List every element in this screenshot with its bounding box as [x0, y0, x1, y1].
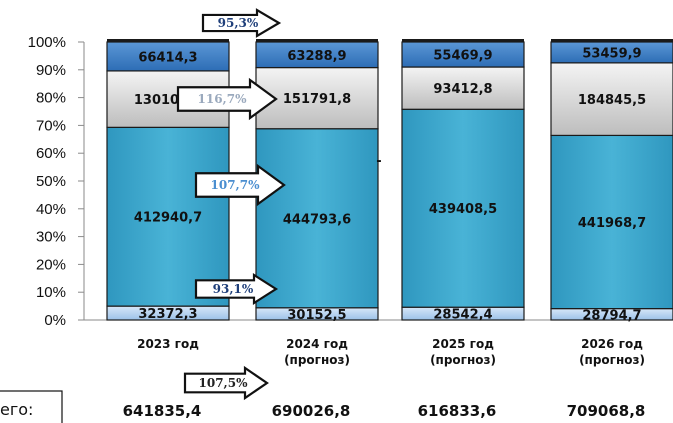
y-tick-label: 0% [44, 312, 66, 329]
total-value: 641835,4 [123, 402, 202, 420]
data-label: 66414,3 [138, 50, 197, 65]
y-tick-label: 10% [36, 284, 66, 301]
y-tick-label: 80% [36, 90, 66, 107]
data-label: 55469,9 [433, 49, 492, 64]
category-label: 2026 год [581, 337, 643, 351]
bar-segment [106, 126, 230, 307]
stacked-bars [106, 39, 673, 321]
bar-top-edge [256, 39, 378, 42]
growth-percent: 107,5% [199, 376, 249, 390]
bar-segment [255, 41, 379, 69]
growth-arrow-icon [176, 77, 278, 121]
data-label: 412940,7 [134, 211, 202, 226]
y-tick-label: 30% [36, 229, 66, 246]
total-value: 616833,6 [418, 402, 497, 420]
data-labels: 32372,3412940,7130108,166414,330152,5444… [134, 46, 646, 323]
stray-mark: - [376, 154, 381, 169]
total-value: 709068,8 [567, 402, 646, 420]
y-tick-label: 60% [36, 145, 66, 162]
y-tick-label: 70% [36, 117, 66, 134]
category-label: (прогноз) [579, 353, 645, 367]
growth-arrow-icon [194, 272, 279, 306]
category-labels: 2023 год 2024 год (прогноз) 2025 год (прогно… [137, 154, 645, 367]
category-label: (прогноз) [430, 353, 496, 367]
bar-segment [550, 134, 673, 310]
growth-percent: 95,3% [218, 16, 259, 30]
growth-annotations: 95,3% 116,7% 107,7% 93,1% 107,5% [176, 8, 286, 401]
category-label: (прогноз) [284, 353, 350, 367]
growth-arrow-icon [183, 365, 269, 401]
bar-top-edge [402, 39, 524, 42]
y-tick-label: 100% [28, 34, 66, 51]
category-label: 2023 год [137, 337, 199, 351]
bar-top-edge [551, 39, 673, 42]
data-label: 93412,8 [433, 82, 492, 97]
bar-segment [401, 41, 525, 68]
bar-segment [255, 128, 379, 309]
total-value: 690026,8 [272, 402, 351, 420]
growth-percent: 93,1% [213, 282, 254, 296]
data-label: 28794,7 [582, 308, 641, 323]
growth-arrow-icon [194, 163, 286, 207]
data-label: 441968,7 [578, 216, 646, 231]
data-label: 151791,8 [283, 92, 351, 107]
y-tick-label: 50% [36, 173, 66, 190]
data-label: 53459,9 [582, 46, 641, 61]
growth-arrow-icon [201, 8, 282, 38]
category-label: 2025 год [432, 337, 494, 351]
category-label: 2024 год [286, 337, 348, 351]
growth-percent: 107,7% [211, 178, 261, 192]
y-tick-label: 20% [36, 256, 66, 273]
data-label: 63288,9 [287, 49, 346, 64]
data-label: 32372,3 [138, 307, 197, 322]
y-tick-label: 90% [36, 62, 66, 79]
data-label: 444793,6 [283, 212, 351, 227]
totals-row: его: 641835,4 690026,8 616833,6 709068,8 [0, 390, 646, 423]
data-label: 28542,4 [433, 308, 492, 323]
bar-top-edge [107, 39, 229, 42]
data-label: 439408,5 [429, 202, 497, 217]
y-tick-label: 40% [36, 201, 66, 218]
data-label: 30152,5 [287, 308, 346, 323]
totals-label-box [0, 390, 63, 423]
totals-label: его: [0, 400, 33, 419]
bar-segment [550, 62, 673, 137]
data-label: 184845,5 [578, 93, 646, 108]
growth-percent: 116,7% [198, 92, 248, 106]
